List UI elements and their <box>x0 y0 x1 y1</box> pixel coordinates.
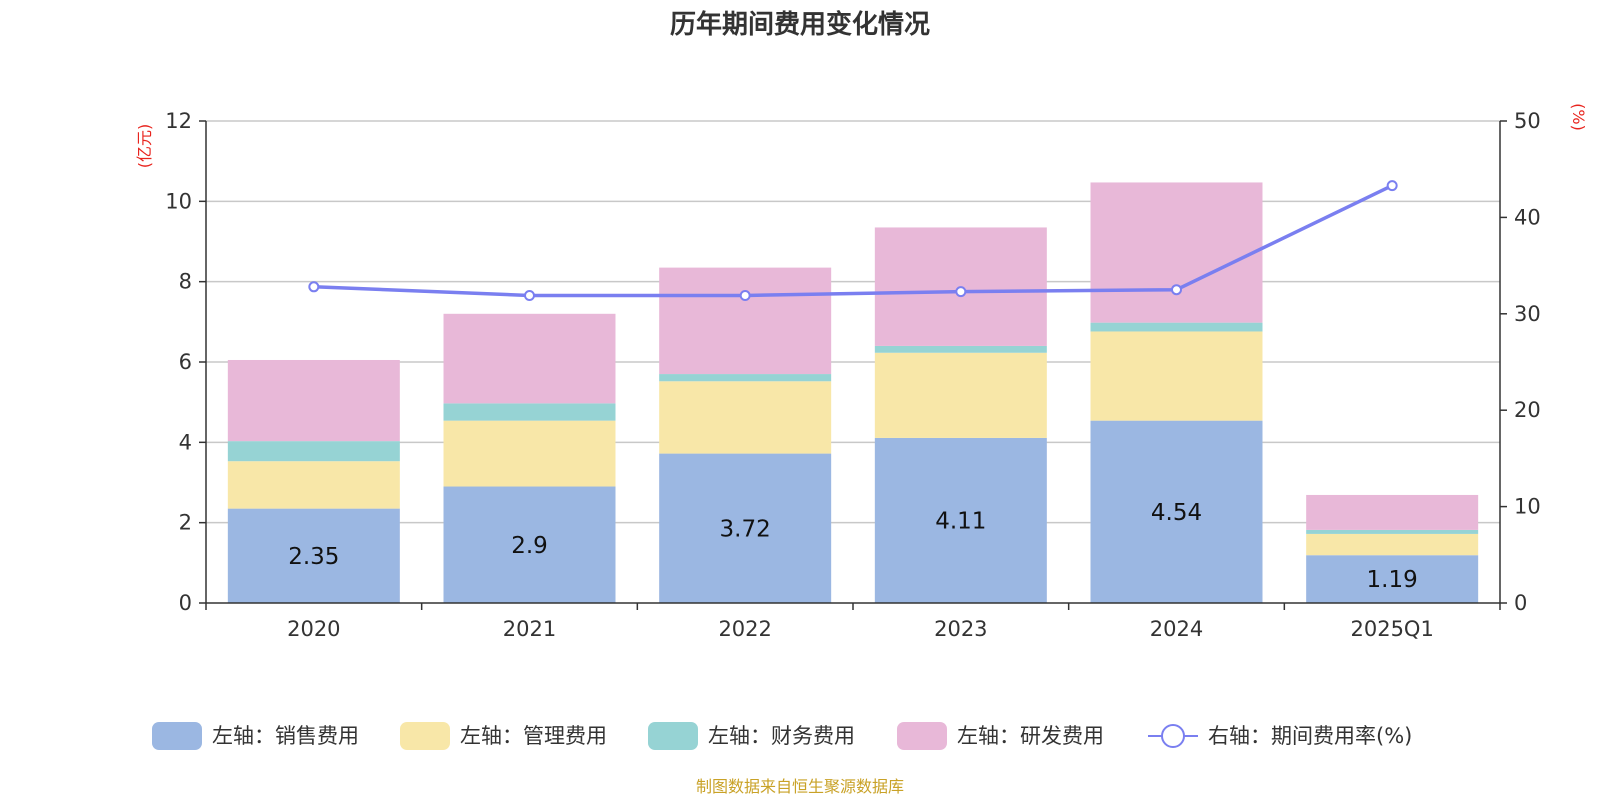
legend-swatch <box>400 722 450 750</box>
x-axis-tick-label: 2022 <box>718 617 771 641</box>
legend-label: 左轴：财务费用 <box>708 724 855 748</box>
bar-segment <box>659 374 832 382</box>
right-axis-unit: (%) <box>1569 103 1588 131</box>
bar-value-label: 2.9 <box>511 533 548 559</box>
right-axis-tick-label: 50 <box>1514 109 1541 133</box>
bar-segment <box>659 267 832 375</box>
line-point <box>1386 180 1398 192</box>
bar-segment <box>443 486 616 603</box>
bar-value-label: 3.72 <box>720 516 771 542</box>
right-axis-tick-label: 0 <box>1514 591 1527 615</box>
chart-title: 历年期间费用变化情况 <box>670 9 930 40</box>
x-axis-tick-label: 2021 <box>503 617 556 641</box>
line-point <box>524 289 535 301</box>
legend-swatch <box>897 722 947 750</box>
bar-series <box>227 182 1479 603</box>
line-point <box>739 289 751 301</box>
bar-segment <box>659 381 832 454</box>
left-axis-unit: (亿元) <box>135 124 154 169</box>
bar-value-labels: 2.35 2.9 3.72 4.11 4.54 1.19 <box>288 500 1418 593</box>
bar-segment <box>227 508 400 603</box>
x-axis-tick-label: 2024 <box>1150 617 1203 641</box>
line-series <box>308 180 1398 301</box>
bar-segment <box>1090 322 1263 332</box>
bar-segment <box>1306 494 1479 530</box>
bar-segment <box>1306 529 1479 534</box>
bar-segment <box>1090 182 1263 323</box>
left-axis-tick-label: 12 <box>165 109 192 133</box>
legend-swatch <box>152 722 202 750</box>
bar-segment <box>1306 555 1479 603</box>
bar-value-label: 4.54 <box>1151 500 1202 526</box>
bar-segment <box>227 441 400 462</box>
bar-segment <box>443 403 616 421</box>
x-axis-tick-label: 2023 <box>934 617 987 641</box>
left-axis-tick-label: 2 <box>179 511 192 535</box>
right-axis-tick-label: 30 <box>1514 302 1541 326</box>
left-axis-tick-label: 10 <box>165 189 192 213</box>
bar-segment <box>1090 331 1263 421</box>
right-axis-tick-label: 10 <box>1514 495 1541 519</box>
legend-label: 左轴：销售费用 <box>212 724 359 748</box>
bar-value-label: 2.35 <box>288 544 339 570</box>
legend-swatch <box>648 722 698 750</box>
left-axis-tick-label: 4 <box>179 430 192 454</box>
bar-segment <box>874 437 1047 603</box>
legend-marker <box>1161 724 1185 748</box>
bar-value-label: 1.19 <box>1367 567 1418 593</box>
axes: 0 2 4 6 8 10 12 0 10 20 30 40 50 2020 2021 2022 2023 2024… <box>165 109 1540 641</box>
bar-segment <box>659 453 832 603</box>
bar-segment <box>874 345 1047 353</box>
bar-segment <box>443 313 616 404</box>
line-path <box>313 184 1393 298</box>
left-axis-tick-label: 0 <box>179 591 192 615</box>
line-point <box>1171 284 1182 296</box>
left-axis-tick-label: 8 <box>179 270 192 294</box>
bar-segment <box>443 420 616 487</box>
bar-segment <box>1306 533 1479 556</box>
line-point <box>308 281 320 293</box>
legend-label: 左轴：研发费用 <box>957 724 1104 748</box>
line-point <box>955 286 967 298</box>
legend-label: 右轴：期间费用率(%) <box>1208 724 1412 748</box>
data-source-note: 制图数据来自恒生聚源数据库 <box>696 777 904 796</box>
right-axis-tick-label: 40 <box>1514 205 1541 229</box>
bar-value-label: 4.11 <box>935 508 986 534</box>
bar-segment <box>874 352 1047 438</box>
x-axis-tick-label: 2020 <box>287 617 340 641</box>
legend-label: 左轴：管理费用 <box>460 724 607 748</box>
x-axis-tick-label: 2025Q1 <box>1350 617 1433 641</box>
bar-segment <box>227 461 400 509</box>
legend: 左轴：销售费用 左轴：管理费用 左轴：财务费用 左轴：研发费用 右轴：期间费用率(%) <box>152 722 1412 750</box>
right-axis-tick-label: 20 <box>1514 398 1541 422</box>
left-axis-tick-label: 6 <box>179 350 192 374</box>
grid-lines <box>206 120 1500 524</box>
bar-segment <box>1090 420 1263 603</box>
bar-segment <box>227 359 400 442</box>
